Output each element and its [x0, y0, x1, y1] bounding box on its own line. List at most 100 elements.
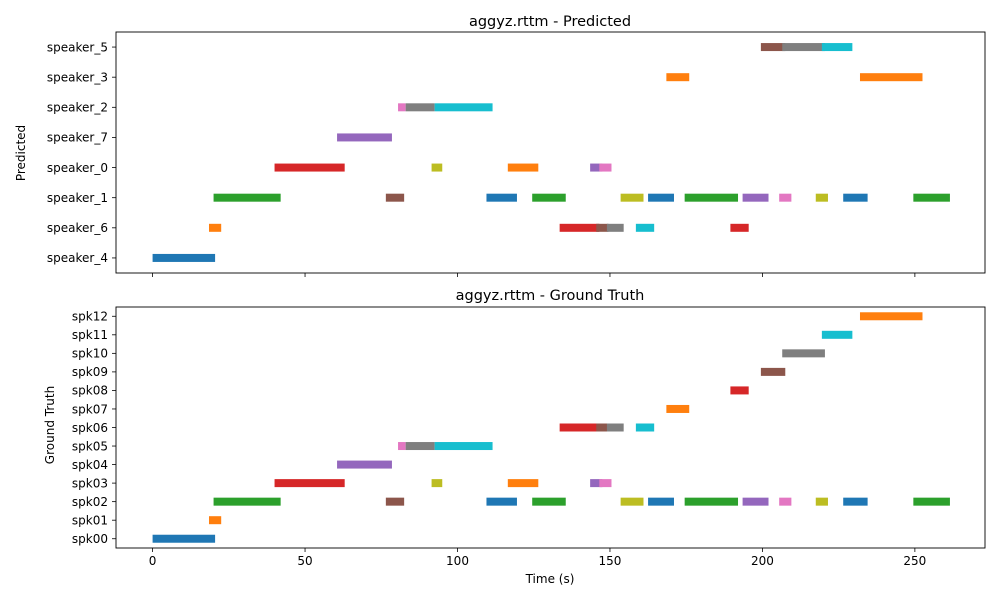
predicted-y-tick-label-speaker_3: speaker_3 — [47, 70, 108, 84]
ground-truth-segment-spk03 — [590, 479, 603, 488]
ground-truth-segment-spk03 — [431, 479, 443, 488]
predicted-segment-speaker_1 — [815, 193, 828, 202]
ground-truth-segment-spk06 — [596, 423, 609, 432]
ground-truth-segment-spk01 — [208, 516, 222, 525]
ground-truth-plot-frame — [115, 306, 986, 549]
ground-truth-segment-spk03 — [274, 479, 345, 488]
predicted-chart-title: aggyz.rttm - Predicted — [469, 14, 631, 30]
predicted-segment-speaker_5 — [821, 43, 853, 52]
ground-truth-segment-spk08 — [730, 386, 749, 395]
ground-truth-segment-spk03 — [599, 479, 612, 488]
predicted-segment-speaker_1 — [779, 193, 792, 202]
predicted-segment-speaker_1 — [486, 193, 517, 202]
predicted-plot-frame — [115, 31, 986, 274]
predicted-y-tick-label-speaker_1: speaker_1 — [47, 191, 108, 205]
predicted-segment-speaker_2 — [405, 103, 435, 112]
ground-truth-segment-spk02 — [486, 497, 517, 506]
ground-truth-y-tick-label-spk01: spk01 — [72, 513, 108, 527]
predicted-segment-speaker_5 — [782, 43, 825, 52]
predicted-segment-speaker_1 — [213, 193, 281, 202]
ground-truth-segment-spk02 — [620, 497, 644, 506]
ground-truth-chart-title: aggyz.rttm - Ground Truth — [456, 288, 645, 304]
ground-truth-segment-spk10 — [782, 349, 825, 358]
predicted-segment-speaker_2 — [398, 103, 406, 112]
ground-truth-segment-spk02 — [532, 497, 566, 506]
predicted-segment-speaker_0 — [274, 163, 345, 172]
ground-truth-y-tick-label-spk03: spk03 — [72, 476, 108, 490]
predicted-y-axis-label: Predicted — [14, 125, 28, 181]
predicted-segment-speaker_1 — [913, 193, 950, 202]
predicted-segment-speaker_3 — [859, 73, 923, 82]
ground-truth-y-tick-label-spk12: spk12 — [72, 310, 108, 324]
ground-truth-chart: aggyz.rttm - Ground Truth Ground Truth T… — [43, 288, 986, 586]
predicted-segment-speaker_1 — [620, 193, 644, 202]
ground-truth-segment-spk02 — [684, 497, 739, 506]
predicted-segment-speaker_6 — [208, 223, 222, 232]
ground-truth-segment-spk02 — [213, 497, 281, 506]
predicted-segment-speaker_0 — [431, 163, 443, 172]
predicted-segment-speaker_2 — [434, 103, 493, 112]
ground-truth-x-tick-label: 250 — [903, 554, 926, 568]
ground-truth-y-tick-label-spk02: spk02 — [72, 495, 108, 509]
ground-truth-y-tick-label-spk09: spk09 — [72, 365, 108, 379]
predicted-segment-speaker_4 — [152, 253, 216, 262]
ground-truth-x-tick-label: 100 — [446, 554, 469, 568]
ground-truth-segment-spk11 — [821, 330, 853, 339]
ground-truth-segment-spk05 — [398, 442, 406, 451]
ground-truth-segment-spk02 — [648, 497, 674, 506]
predicted-segment-speaker_5 — [760, 43, 786, 52]
predicted-y-tick-label-speaker_2: speaker_2 — [47, 101, 108, 115]
ground-truth-x-tick-label: 50 — [297, 554, 312, 568]
predicted-segment-speaker_6 — [596, 223, 609, 232]
predicted-segment-speaker_1 — [385, 193, 405, 202]
ground-truth-y-tick-label-spk10: spk10 — [72, 347, 108, 361]
ground-truth-segment-spk02 — [913, 497, 950, 506]
predicted-segment-speaker_1 — [532, 193, 566, 202]
ground-truth-segment-spk05 — [405, 442, 435, 451]
ground-truth-segment-spk12 — [859, 312, 923, 321]
predicted-y-tick-label-speaker_4: speaker_4 — [47, 251, 108, 265]
predicted-segment-speaker_3 — [666, 73, 690, 82]
predicted-segment-speaker_6 — [730, 223, 749, 232]
ground-truth-segment-spk02 — [779, 497, 792, 506]
predicted-segment-speaker_6 — [635, 223, 655, 232]
ground-truth-segment-spk04 — [337, 460, 392, 469]
predicted-segment-speaker_6 — [559, 223, 600, 232]
ground-truth-x-tick-labels: 0 50 100 150 200 250 — [149, 554, 927, 568]
predicted-segment-speaker_1 — [648, 193, 674, 202]
ground-truth-segment-spk02 — [843, 497, 868, 506]
ground-truth-x-axis-label: Time (s) — [525, 572, 575, 586]
predicted-chart: aggyz.rttm - Predicted Predicted speaker… — [14, 14, 986, 277]
ground-truth-segment-spk02 — [385, 497, 405, 506]
ground-truth-y-tick-marks — [112, 315, 116, 540]
predicted-y-tick-label-speaker_7: speaker_7 — [47, 131, 108, 145]
predicted-segment-speaker_7 — [337, 133, 392, 142]
ground-truth-y-tick-label-spk04: spk04 — [72, 458, 108, 472]
predicted-segments — [152, 43, 950, 262]
ground-truth-segment-spk07 — [666, 404, 690, 413]
ground-truth-x-tick-label: 150 — [599, 554, 622, 568]
predicted-segment-speaker_1 — [684, 193, 739, 202]
ground-truth-segment-spk00 — [152, 534, 216, 543]
ground-truth-segment-spk02 — [815, 497, 828, 506]
predicted-y-tick-label-speaker_6: speaker_6 — [47, 221, 108, 235]
ground-truth-y-tick-label-spk11: spk11 — [72, 328, 108, 342]
ground-truth-segments — [152, 312, 950, 543]
ground-truth-x-tick-marks — [152, 548, 916, 552]
ground-truth-segment-spk02 — [742, 497, 769, 506]
ground-truth-y-tick-label-spk06: spk06 — [72, 421, 108, 435]
ground-truth-segment-spk05 — [434, 442, 493, 451]
ground-truth-segment-spk06 — [606, 423, 624, 432]
predicted-y-tick-label-speaker_5: speaker_5 — [47, 40, 108, 54]
predicted-segment-speaker_6 — [606, 223, 624, 232]
ground-truth-y-tick-label-spk05: spk05 — [72, 439, 108, 453]
ground-truth-y-axis-label: Ground Truth — [43, 386, 57, 464]
predicted-y-tick-marks — [112, 46, 116, 259]
ground-truth-y-tick-label-spk08: spk08 — [72, 384, 108, 398]
ground-truth-x-tick-label: 200 — [751, 554, 774, 568]
ground-truth-segment-spk09 — [760, 367, 786, 376]
predicted-x-tick-marks — [152, 273, 916, 277]
ground-truth-y-tick-labels: spk00 spk01 spk02 spk03 spk04 spk05 spk06 spk07… — [72, 310, 108, 546]
predicted-y-tick-label-speaker_0: speaker_0 — [47, 161, 108, 175]
